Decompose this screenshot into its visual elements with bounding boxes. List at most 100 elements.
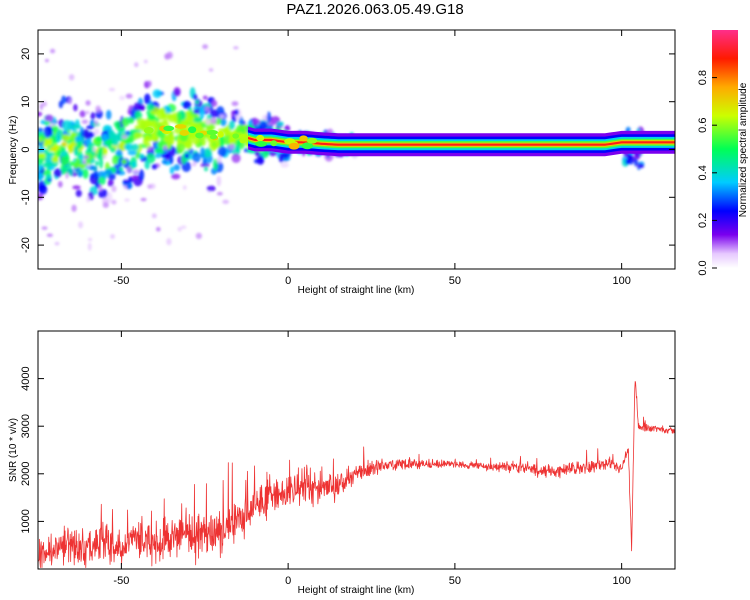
x-tick-label: 50: [449, 575, 461, 587]
spectrogram-speckle: [102, 154, 107, 159]
spectrogram-blob: [58, 100, 64, 109]
spectrogram-blob: [280, 162, 289, 168]
spectrogram-speckle: [111, 185, 117, 193]
x-tick-label: -50: [113, 275, 129, 287]
spectrogram-blob: [209, 109, 219, 118]
spectrogram-blob: [47, 138, 53, 147]
spectrogram-speckle: [108, 87, 116, 92]
spectrogram-speckle: [180, 225, 187, 229]
spectrogram-speckle: [54, 241, 60, 246]
spectrogram-blob: [102, 133, 109, 143]
y-tick-label: 1000: [20, 509, 32, 533]
spectrogram-blob: [161, 159, 169, 165]
spectrogram-speckle: [166, 51, 173, 59]
spectrogram-blob: [223, 133, 231, 145]
spectrogram-speckle: [98, 184, 103, 192]
x-tick-label: 100: [612, 575, 630, 587]
spectrogram-speckle: [182, 185, 187, 190]
colorbar-label: Normalized spectral amplitude: [738, 82, 749, 217]
spectrogram-blob: [38, 152, 46, 159]
spectrogram-blob: [119, 95, 126, 101]
spectrogram-blob: [118, 141, 126, 152]
spectrogram-ridge: [143, 124, 675, 157]
spectrogram-blob: [211, 100, 218, 107]
spectrogram-speckle: [166, 238, 172, 246]
spectrogram-speckle: [134, 62, 139, 68]
x-tick-label: 100: [612, 275, 630, 287]
spectrogram-blob: [206, 185, 216, 192]
spectrogram-blob: [76, 140, 83, 150]
spectrogram-blob: [635, 152, 640, 158]
spectrogram-speckle: [177, 226, 182, 232]
ridge-knot: [209, 134, 218, 140]
spectrogram-blob: [131, 160, 136, 168]
spectrogram-speckle: [233, 46, 239, 50]
spectrogram-speckle: [147, 80, 152, 87]
spectrogram-blob: [60, 167, 67, 175]
spectrogram-blob: [276, 121, 284, 127]
spectrogram-blob: [216, 175, 222, 187]
spectrogram-speckle: [156, 226, 161, 232]
spectrogram-blob: [68, 168, 73, 177]
spectrogram-blob: [115, 149, 123, 157]
spectrogram-speckle: [46, 233, 53, 238]
spectrogram-blob: [160, 152, 171, 159]
ridge-knot: [301, 142, 314, 150]
spectrogram-blob: [228, 135, 234, 147]
spectrogram-blob: [136, 118, 146, 126]
ridge-knot: [179, 129, 190, 136]
spectrogram-blob: [191, 136, 201, 145]
spectrogram-blob: [83, 131, 93, 140]
ridge-knot: [306, 137, 318, 144]
spectrogram-speckle: [111, 199, 117, 205]
spectrogram-speckle: [210, 117, 218, 125]
colorbar-tick-label: 0.0: [697, 260, 709, 275]
spectrogram-speckle: [39, 103, 44, 111]
spectrogram-blob: [107, 173, 116, 181]
spectrogram-blob: [254, 150, 260, 157]
spectrogram-blob: [42, 162, 53, 168]
spectrogram-speckle: [202, 44, 209, 50]
spectrogram-speckle: [92, 146, 96, 153]
spectrogram-speckle: [87, 163, 91, 168]
spectrogram-blob: [220, 118, 227, 127]
spectrogram-blob: [99, 156, 104, 169]
spectrogram-blob: [259, 120, 268, 131]
spectrogram-blob: [177, 112, 182, 124]
spectrogram-blob: [78, 163, 86, 169]
spectrogram-speckle: [85, 100, 91, 106]
spectrogram-speckle: [132, 169, 140, 173]
spectrogram-blob: [269, 151, 278, 157]
spectrogram-speckle: [204, 106, 210, 112]
spectrogram-speckle: [151, 213, 157, 219]
x-tick-label: -50: [113, 575, 129, 587]
spectrogram-blob: [103, 139, 113, 146]
spectrogram-blob: [266, 111, 271, 124]
spectrogram-blob: [192, 116, 203, 123]
spectrogram-blob: [155, 153, 162, 159]
colorbar-tick-label: 0.2: [697, 213, 709, 228]
spectrogram-blob: [192, 93, 198, 100]
spectrogram-blob: [231, 110, 237, 115]
y-tick-label: 0: [20, 146, 32, 152]
spectrogram-blob: [73, 103, 78, 112]
spectrogram-speckle: [162, 145, 168, 150]
spectrogram-speckle: [231, 101, 239, 107]
spectrogram-blob: [138, 154, 145, 159]
spectrogram-blob: [127, 150, 137, 156]
spectrogram-blob: [634, 158, 638, 167]
spectrogram-blob: [71, 124, 82, 129]
ridge-knot: [217, 131, 224, 138]
spectrogram-speckle: [147, 184, 153, 190]
spectrogram-speckle: [86, 196, 90, 203]
y-tick-label: 10: [20, 96, 32, 108]
x-tick-label: 0: [285, 275, 291, 287]
ridge-knot: [299, 135, 308, 142]
spectrogram-blob: [104, 169, 113, 175]
spectrogram-panel: -50 0 50 100 -20 -10 0 10 20 Height of straight…: [8, 29, 676, 296]
spectrogram-speckle: [143, 59, 148, 64]
spectrogram-blob: [217, 146, 227, 158]
spectrogram-blob: [53, 168, 63, 178]
spectrogram-blob: [79, 110, 86, 118]
spectrogram-speckle: [41, 226, 48, 230]
